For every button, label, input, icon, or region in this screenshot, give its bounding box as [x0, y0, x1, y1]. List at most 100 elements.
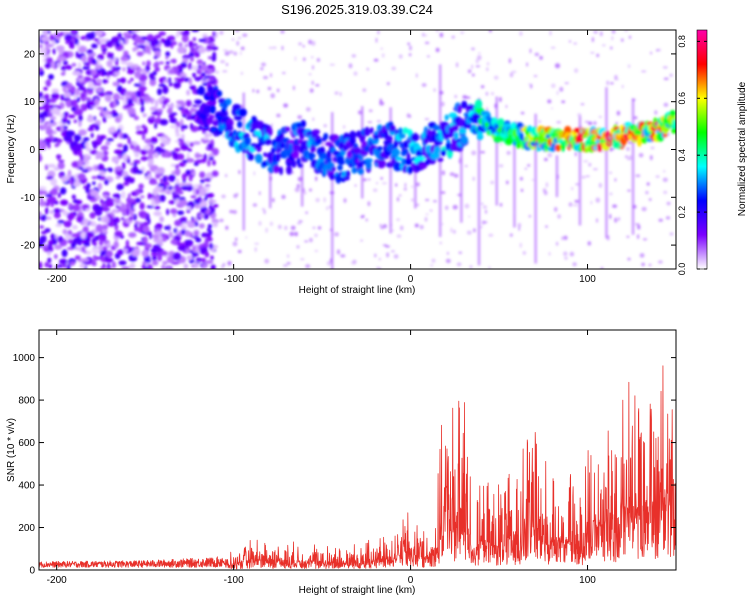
heatmap-blob	[91, 59, 97, 64]
heatmap-blob	[423, 34, 428, 37]
heatmap-blob	[143, 126, 148, 134]
heatmap-blob	[57, 236, 64, 243]
heatmap-blob	[127, 98, 134, 105]
heatmap-blob	[641, 206, 647, 212]
heatmap-blob	[637, 234, 640, 240]
heatmap-blob	[406, 113, 410, 118]
heatmap-blob	[375, 37, 378, 43]
x-tick-label: 0	[408, 274, 414, 285]
heatmap-blob	[78, 114, 83, 122]
heatmap-blob	[615, 122, 618, 125]
heatmap-blob	[176, 30, 181, 35]
heatmap-blob	[410, 133, 420, 142]
heatmap-blob	[159, 250, 168, 256]
heatmap-blob	[47, 257, 52, 264]
heatmap-blob	[369, 127, 374, 134]
heatmap-blob	[319, 146, 326, 154]
heatmap-blob	[107, 127, 117, 133]
heatmap-blob	[174, 219, 182, 227]
heatmap-blob	[564, 256, 568, 260]
heatmap-blob	[122, 153, 128, 161]
heatmap-blob	[201, 257, 206, 263]
heatmap-blob	[315, 84, 320, 87]
heatmap-blob	[357, 110, 363, 115]
heatmap-blob	[111, 65, 115, 74]
heatmap-blob	[117, 154, 122, 159]
heatmap-blob	[528, 83, 531, 86]
heatmap-blob	[499, 203, 503, 207]
heatmap-blob	[376, 266, 379, 269]
heatmap-blob	[289, 231, 295, 237]
heatmap-blob	[482, 205, 488, 209]
heatmap-blob	[549, 30, 552, 36]
heatmap-blob	[174, 148, 181, 152]
heatmap-blob	[294, 187, 300, 193]
heatmap-blob	[308, 73, 312, 76]
heatmap-blob	[86, 147, 92, 152]
heatmap-blob	[297, 176, 303, 182]
heatmap-blob	[449, 172, 455, 177]
heatmap-blob	[499, 142, 503, 146]
heatmap-blob	[237, 37, 242, 39]
heatmap-blob	[284, 225, 288, 231]
heatmap-blob	[376, 146, 383, 151]
heatmap-blob	[164, 39, 172, 47]
heatmap-blob	[204, 240, 209, 248]
heatmap-blob	[72, 70, 81, 76]
heatmap-blob	[568, 202, 573, 207]
heatmap-blob	[611, 36, 614, 41]
heatmap-blob	[180, 62, 188, 69]
heatmap-streak	[578, 115, 582, 226]
x-tick-label: -100	[224, 274, 244, 285]
heatmap-blob	[162, 175, 167, 183]
heatmap-blob	[67, 229, 73, 236]
heatmap-blob	[60, 65, 67, 71]
heatmap-blob	[364, 158, 373, 163]
heatmap-blob	[144, 243, 153, 249]
heatmap-blob	[72, 237, 81, 244]
heatmap-blob	[117, 143, 124, 148]
heatmap-blob	[361, 214, 365, 218]
heatmap-blob	[527, 164, 531, 167]
heatmap-blob	[175, 198, 180, 205]
heatmap-blob	[48, 74, 54, 80]
heatmap-blob	[158, 148, 166, 153]
heatmap-blob	[580, 103, 585, 105]
heatmap-blob	[51, 238, 58, 246]
heatmap-blob	[70, 86, 76, 93]
heatmap-blob	[209, 104, 216, 114]
heatmap-blob	[116, 205, 120, 209]
heatmap-blob	[373, 188, 378, 192]
heatmap-blob	[170, 163, 176, 167]
heatmap-blob	[343, 198, 347, 203]
heatmap-blob	[184, 43, 188, 48]
heatmap-blob	[219, 110, 229, 117]
heatmap-blob	[267, 86, 272, 91]
heatmap-blob	[111, 261, 117, 269]
heatmap-blob	[141, 81, 146, 86]
heatmap-blob	[228, 50, 234, 54]
heatmap-blob	[308, 39, 313, 45]
heatmap-blob	[609, 147, 612, 152]
heatmap-blob	[511, 70, 517, 74]
heatmap-blob	[396, 234, 402, 238]
heatmap-blob	[297, 115, 303, 120]
heatmap-blob	[139, 97, 143, 104]
heatmap-blob	[158, 83, 166, 87]
heatmap-blob	[176, 100, 185, 104]
heatmap-blob	[242, 124, 245, 130]
heatmap-blob	[168, 113, 175, 119]
heatmap-blob	[596, 53, 600, 58]
heatmap-blob	[80, 104, 85, 110]
heatmap-blob	[557, 214, 561, 219]
heatmap-blob	[609, 172, 612, 174]
heatmap-blob	[286, 165, 292, 175]
heatmap-blob	[366, 67, 370, 71]
heatmap-blob	[639, 253, 645, 258]
heatmap-blob	[367, 121, 373, 124]
heatmap-blob	[197, 85, 205, 96]
heatmap-blob	[359, 134, 366, 141]
spectrogram-y-ticks: 20 10 0 -10 -20	[21, 49, 676, 252]
heatmap-blob	[241, 71, 243, 75]
heatmap-blob	[380, 226, 384, 230]
